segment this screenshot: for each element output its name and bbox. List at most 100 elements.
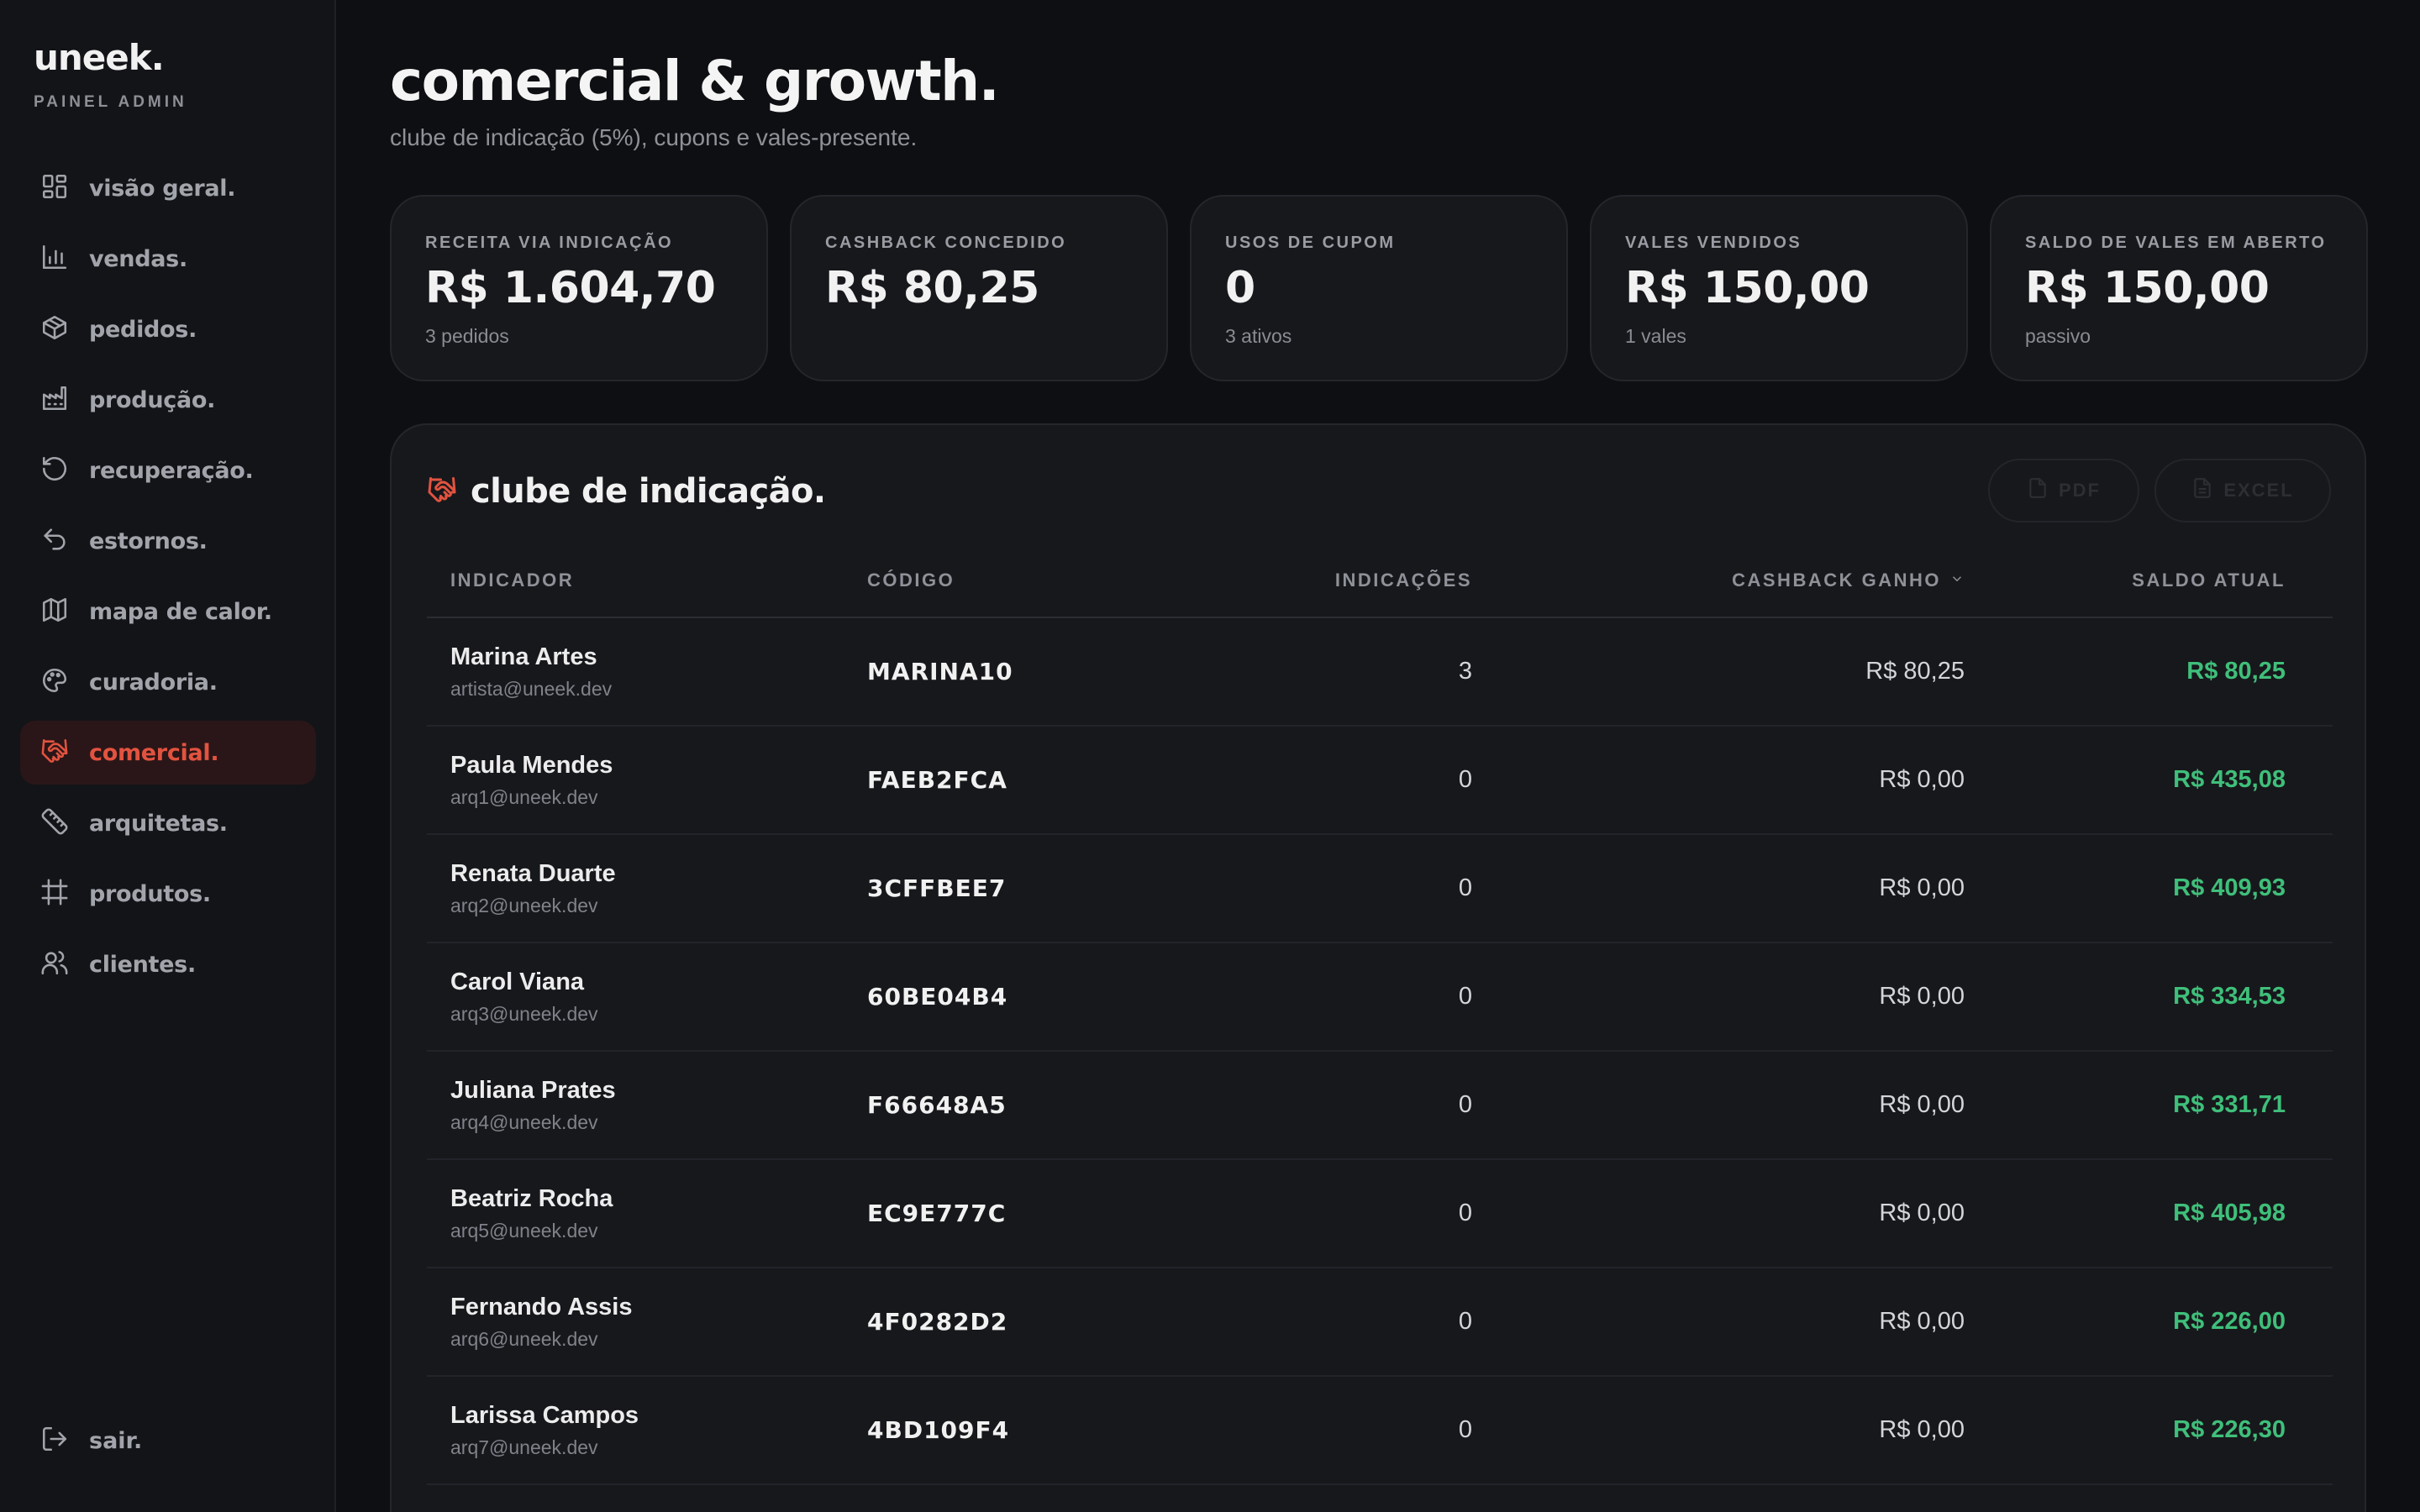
referrer-name: Larissa Campos [450,1401,639,1429]
stat-hint: 3 pedidos [425,325,509,347]
referrer-cell: Beatriz Rocha arq5@uneek.dev [427,1185,867,1242]
stat-value: R$ 1.604,70 [425,263,716,313]
sidebar-item-label: produção. [89,386,216,413]
table-row[interactable]: Carol Viana arq3@uneek.dev 60BE04B4 0 R$ … [427,943,2333,1052]
table-header: INDICADOR CÓDIGO INDICAÇÕES CASHBACK GAN… [427,544,2333,618]
sidebar-item-recuperacao[interactable]: recuperação. [20,438,316,502]
referral-code: F66648A5 [867,1091,1007,1119]
stat-label: SALDO DE VALES EM ABERTO [2025,234,2327,252]
rotate-icon [40,454,69,487]
referrer-email: artista@uneek.dev [450,677,613,700]
referrer-email: arq7@uneek.dev [450,1436,598,1458]
logout-icon [40,1425,69,1457]
column-header-cashback[interactable]: CASHBACK GANHO [1472,570,1965,591]
stat-value: R$ 150,00 [2025,263,2270,313]
referrer-email: arq6@uneek.dev [450,1327,598,1350]
sidebar-item-visao-geral[interactable]: visão geral. [20,156,316,220]
export-excel-label: EXCEL [2223,480,2294,501]
referral-count: 0 [1458,983,1472,1010]
sidebar-item-label: visão geral. [89,175,236,202]
sidebar-item-vendas[interactable]: vendas. [20,227,316,291]
column-header-referrals[interactable]: INDICAÇÕES [1334,570,1472,591]
page-title: comercial & growth. [390,49,1000,113]
stat-hint: 3 ativos [1225,325,1292,347]
referrer-email: arq3@uneek.dev [450,1002,598,1025]
stat-card-referral-revenue: RECEITA VIA INDICAÇÃO R$ 1.604,70 3 pedi… [390,195,768,381]
referrer-name: Juliana Prates [450,1076,616,1104]
sidebar-item-clientes[interactable]: clientes. [20,932,316,996]
table-row[interactable]: Paula Mendes arq1@uneek.dev FAEB2FCA 0 R$… [427,727,2333,835]
column-header-label: CASHBACK GANHO [1732,570,1941,591]
referrer-email: arq4@uneek.dev [450,1110,598,1133]
referrer-cell: Paula Mendes arq1@uneek.dev [427,752,867,809]
referrer-email: arq2@uneek.dev [450,894,598,916]
page-subtitle: clube de indicação (5%), cupons e vales-… [390,124,918,150]
referral-club-panel: clube de indicação. PDF EXCEL INDICADOR … [390,423,2366,1512]
column-header-referrer[interactable]: INDICADOR [450,570,575,591]
table-row[interactable]: Renata Duarte arq2@uneek.dev 3CFFBEE7 0 R… [427,835,2333,943]
cashback-earned: R$ 0,00 [1879,874,1965,901]
logout-label: sair. [89,1428,143,1454]
referral-count: 0 [1458,1416,1472,1443]
cashback-earned: R$ 0,00 [1879,983,1965,1010]
table-row[interactable]: Marina Artes artista@uneek.dev MARINA10 3… [427,618,2333,727]
referrer-cell: Carol Viana arq3@uneek.dev [427,969,867,1026]
stat-label: RECEITA VIA INDICAÇÃO [425,234,674,252]
current-balance: R$ 409,93 [2173,874,2286,901]
panel-title: clube de indicação. [471,472,826,511]
stat-hint: 1 vales [1625,325,1686,347]
ruler-icon [40,807,69,840]
sidebar-item-arquitetas[interactable]: arquitetas. [20,791,316,855]
column-header-balance[interactable]: SALDO ATUAL [2132,570,2286,591]
sidebar-item-label: arquitetas. [89,810,228,837]
map-icon [40,596,69,628]
referrer-cell: Fernando Assis arq6@uneek.dev [427,1294,867,1351]
file-icon [2027,477,2049,504]
referrer-cell: Larissa Campos arq7@uneek.dev [427,1402,867,1459]
sidebar-item-curadoria[interactable]: curadoria. [20,650,316,714]
sidebar-item-label: estornos. [89,528,208,554]
referral-code: 3CFFBEE7 [867,874,1007,902]
sidebar-item-comercial[interactable]: comercial. [20,721,316,785]
sidebar-item-produtos[interactable]: produtos. [20,862,316,926]
palette-icon [40,666,69,699]
referrer-name: Beatriz Rocha [450,1184,613,1212]
sidebar-item-label: mapa de calor. [89,598,272,625]
export-buttons: PDF EXCEL [1988,459,2331,522]
referral-code: 60BE04B4 [867,983,1008,1011]
current-balance: R$ 226,00 [2173,1308,2286,1335]
table-row[interactable]: Juliana Prates arq4@uneek.dev F66648A5 0 … [427,1052,2333,1160]
referral-code: MARINA10 [867,658,1013,685]
stat-hint: passivo [2025,325,2091,347]
referrer-email: arq1@uneek.dev [450,785,598,808]
box-icon [40,313,69,346]
column-header-code[interactable]: CÓDIGO [867,570,955,591]
referral-count: 0 [1458,766,1472,793]
sidebar-item-label: produtos. [89,880,211,907]
logout-button[interactable]: sair. [40,1425,142,1457]
sidebar-item-producao[interactable]: produção. [20,368,316,432]
undo-icon [40,525,69,558]
export-pdf-button[interactable]: PDF [1988,459,2139,522]
logo[interactable]: uneek. [34,37,165,78]
table-row[interactable]: Fernando Assis arq6@uneek.dev 4F0282D2 0 … [427,1268,2333,1377]
referrer-name: Renata Duarte [450,859,616,887]
export-excel-button[interactable]: EXCEL [2154,459,2331,522]
sidebar-item-label: vendas. [89,245,187,272]
grid-icon [40,878,69,911]
referral-count: 3 [1458,658,1472,685]
table-row[interactable]: Larissa Campos arq7@uneek.dev 4BD109F4 0 … [427,1377,2333,1485]
sidebar-item-label: comercial. [89,739,219,766]
main-content: comercial & growth. clube de indicação (… [336,0,2420,1512]
sidebar-item-pedidos[interactable]: pedidos. [20,297,316,361]
export-pdf-label: PDF [2059,480,2101,501]
cashback-earned: R$ 0,00 [1879,1200,1965,1226]
table-row[interactable]: Beatriz Rocha arq5@uneek.dev EC9E777C 0 R… [427,1160,2333,1268]
sidebar-item-estornos[interactable]: estornos. [20,509,316,573]
bar-chart-icon [40,243,69,276]
stat-label: VALES VENDIDOS [1625,234,1802,252]
spreadsheet-icon [2191,477,2213,504]
stat-value: 0 [1225,263,1255,313]
cashback-earned: R$ 0,00 [1879,766,1965,793]
sidebar-item-mapa-de-calor[interactable]: mapa de calor. [20,580,316,643]
